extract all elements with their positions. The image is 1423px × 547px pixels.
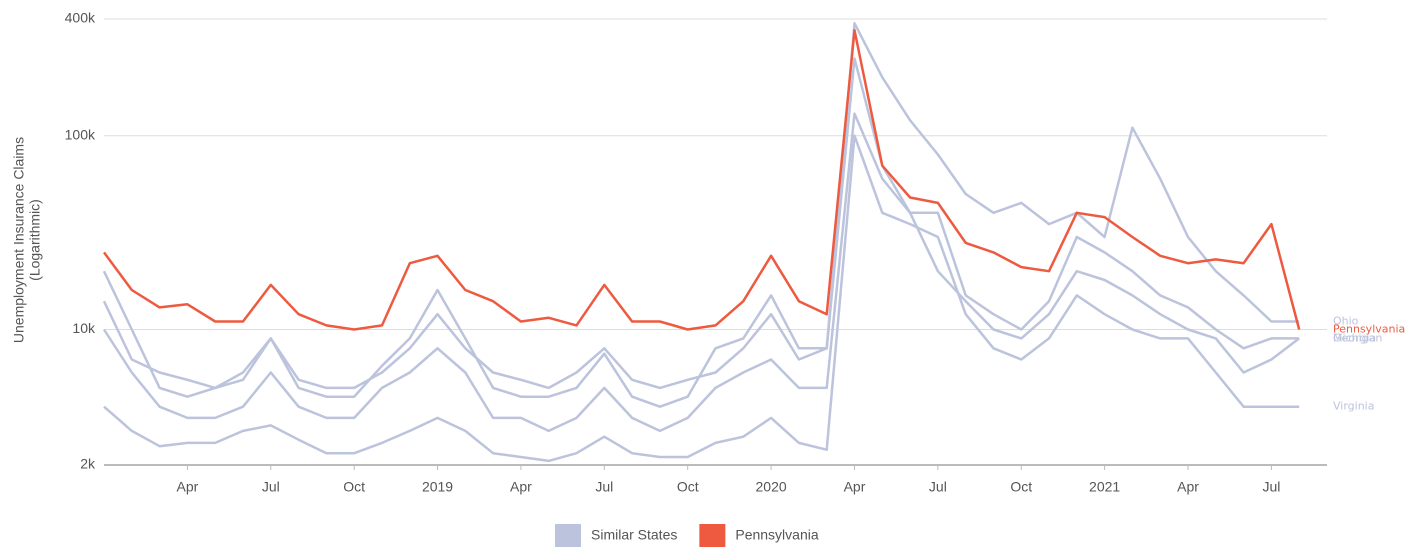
legend-swatch bbox=[699, 524, 726, 547]
x-tick-label: Jul bbox=[262, 479, 280, 495]
x-tick-label: Apr bbox=[844, 479, 866, 495]
series-line bbox=[102, 57, 1300, 408]
legend-swatch bbox=[555, 524, 581, 547]
x-tick-label: 2019 bbox=[422, 479, 453, 495]
end-label: Virginia bbox=[1333, 400, 1374, 413]
series-line bbox=[102, 112, 1300, 433]
x-tick-label: Apr bbox=[176, 479, 198, 495]
x-tick-label: 2020 bbox=[756, 479, 787, 495]
end-label: Georgia bbox=[1333, 331, 1376, 344]
y-tick-label: 400k bbox=[65, 10, 96, 26]
series-line bbox=[102, 28, 1301, 331]
y-tick-label: 10k bbox=[72, 320, 96, 336]
x-tick-label: Oct bbox=[677, 479, 699, 495]
end-label: Michigan bbox=[1333, 331, 1382, 344]
x-tick-label: Jul bbox=[1262, 479, 1280, 495]
x-tick-label: 2021 bbox=[1089, 479, 1120, 495]
x-tick-label: Apr bbox=[510, 479, 532, 495]
x-tick-label: Apr bbox=[1177, 479, 1199, 495]
series-line bbox=[102, 22, 1300, 390]
y-axis-title: Unemployment Insurance Claims (Logarithm… bbox=[11, 137, 43, 343]
y-axis-title-line: (Logarithmic) bbox=[27, 199, 43, 281]
x-tick-label: Jul bbox=[929, 479, 947, 495]
legend-label: Similar States bbox=[591, 527, 677, 543]
legend-label: Pennsylvania bbox=[735, 527, 818, 543]
end-label: Pennsylvania bbox=[1333, 323, 1405, 336]
x-tick-label: Oct bbox=[343, 479, 365, 495]
y-tick-label: 100k bbox=[65, 126, 96, 142]
end-label: Ohio bbox=[1333, 314, 1359, 327]
series-line bbox=[103, 134, 1300, 463]
y-axis-title-line: Unemployment Insurance Claims bbox=[11, 137, 27, 343]
y-tick-label: 2k bbox=[80, 456, 96, 472]
x-tick-label: Oct bbox=[1010, 479, 1032, 495]
x-tick-label: Jul bbox=[595, 479, 613, 495]
